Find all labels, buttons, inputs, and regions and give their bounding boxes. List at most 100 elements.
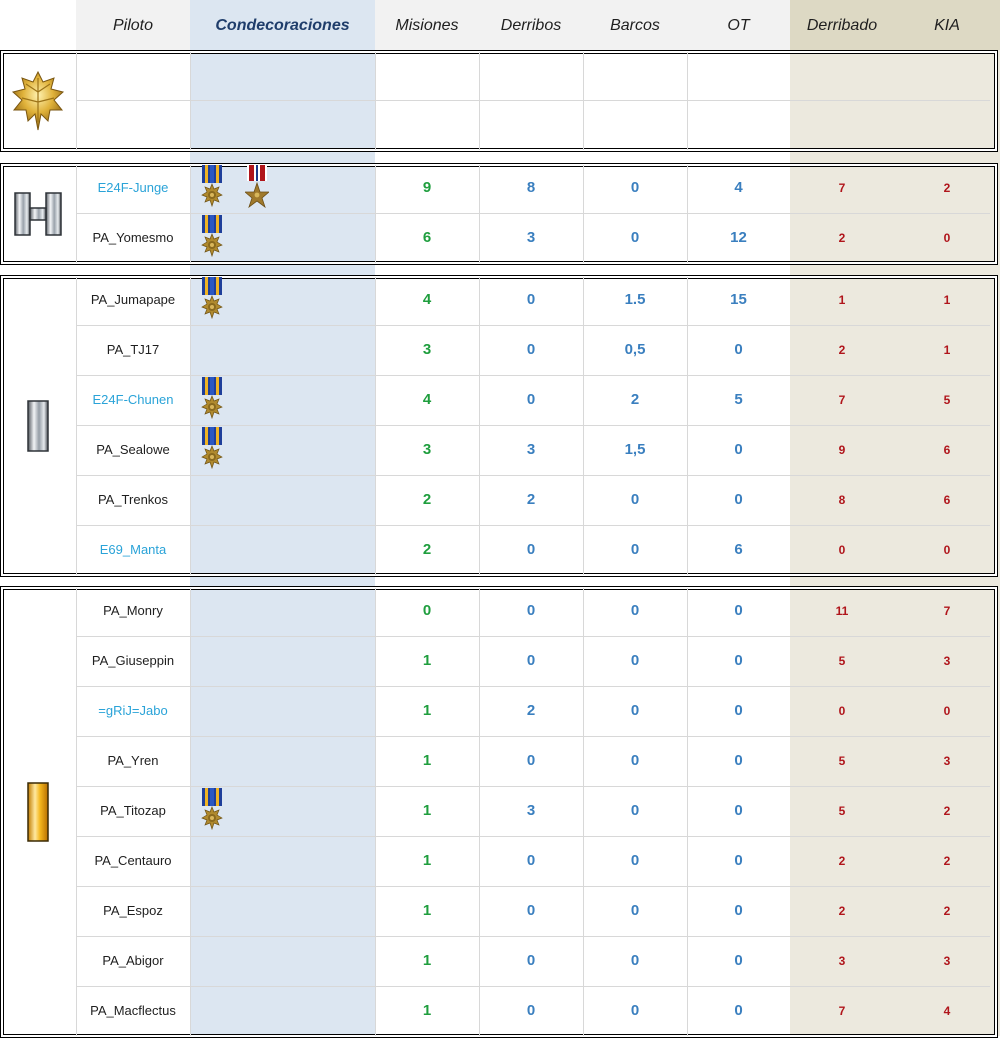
column-divider [76,588,77,1036]
stat-ot: 12 [730,229,747,246]
stat-kia: 6 [943,443,951,457]
header-barcos: Barcos [610,17,660,34]
stat-ot: 0 [734,441,743,458]
pilot-name[interactable]: E24F-Junge [97,180,169,195]
stat-ot: 0 [734,952,743,969]
column-divider [583,588,584,1036]
column-divider [479,52,480,150]
stat-ot: 15 [730,291,747,308]
stat-derribos: 0 [526,602,536,619]
table-header: Piloto Condecoraciones Misiones Derribos… [0,0,1000,50]
stat-derribos: 0 [526,952,536,969]
stat-ot [687,50,790,100]
pilot-name: PA_Titozap [100,803,166,818]
loss-header-bg [790,0,1000,50]
stat-barcos: 0 [630,952,640,969]
column-divider [479,277,480,575]
stat-barcos: 0 [630,602,640,619]
stat-misiones: 6 [422,229,432,246]
air-medal-icon [200,165,224,211]
column-divider [479,588,480,1036]
stat-barcos [583,50,687,100]
stat-kia: 6 [943,493,951,507]
column-divider [76,165,77,263]
pilot-name: PA_Yren [107,753,159,768]
stat-derribos: 3 [526,802,536,819]
pilot-name[interactable]: E24F-Chunen [92,392,174,407]
stat-derribado [790,100,894,150]
pilot-name: PA_Abigor [102,953,164,968]
stat-derribado: 2 [838,854,846,868]
stat-derribos: 0 [526,852,536,869]
stat-derribos [479,100,583,150]
stat-derribado: 0 [838,704,846,718]
rank-section [0,275,998,577]
derribado-column-bg [790,0,894,1036]
stat-misiones: 1 [422,652,432,669]
header-misiones: Misiones [395,17,459,34]
column-divider [479,165,480,263]
stat-derribado: 9 [838,443,846,457]
stat-ot [687,100,790,150]
pilot-name: PA_Macflectus [90,1003,176,1018]
row-divider [76,786,990,787]
stat-ot: 0 [734,852,743,869]
stat-misiones: 1 [422,902,432,919]
silver-double-bar-insignia [14,192,62,236]
air-medal-icon [200,215,224,261]
row-divider [76,936,990,937]
header-condecoraciones: Condecoraciones [215,17,350,34]
pilot-name: PA_TJ17 [106,342,160,357]
stat-kia: 3 [943,754,951,768]
stat-kia: 2 [943,854,951,868]
stat-kia: 4 [943,1004,951,1018]
row-divider [76,525,990,526]
stat-derribos: 3 [526,229,536,246]
oak-leaf-gold-insignia [10,70,66,132]
stat-misiones: 4 [422,291,432,308]
stat-kia: 3 [943,654,951,668]
row-divider [76,100,990,101]
stat-ot: 0 [734,902,743,919]
pilot-name[interactable]: E69_Manta [99,542,167,557]
column-divider [687,52,688,150]
stat-derribado: 3 [838,954,846,968]
stat-derribado: 5 [838,754,846,768]
stat-ot: 5 [734,391,743,408]
silver-bar-insignia [27,400,49,452]
stat-misiones: 1 [422,752,432,769]
column-divider [375,588,376,1036]
column-divider [687,165,688,263]
stat-misiones: 1 [422,952,432,969]
pilot-name[interactable]: =gRiJ=Jabo [98,703,168,718]
rank-section [0,163,998,265]
stat-derribos: 0 [526,291,536,308]
stat-misiones: 2 [422,541,432,558]
gold-bar-insignia [27,782,49,842]
pilot-name [76,50,190,100]
pilot-name: PA_Espoz [103,903,163,918]
stat-barcos: 0 [630,702,640,719]
stat-barcos [583,100,687,150]
stat-kia [894,100,1000,150]
stat-derribos: 0 [526,752,536,769]
stat-barcos: 0 [630,852,640,869]
header-derribado: Derribado [806,17,878,34]
stat-kia: 1 [943,343,951,357]
stat-derribado: 1 [838,293,846,307]
column-divider [190,165,191,263]
stat-derribos: 8 [526,179,536,196]
stat-ot: 0 [734,652,743,669]
stat-derribado: 7 [838,393,846,407]
stat-ot: 0 [734,1002,743,1019]
header-ot: OT [727,17,750,34]
stat-kia [894,50,1000,100]
header-kia: KIA [934,17,960,34]
stat-derribado: 2 [838,904,846,918]
stat-misiones [375,50,479,100]
stat-kia: 0 [943,704,951,718]
stat-misiones: 1 [422,802,432,819]
stat-barcos: 0 [630,802,640,819]
stat-barcos: 0 [630,652,640,669]
stat-misiones: 1 [422,1002,432,1019]
